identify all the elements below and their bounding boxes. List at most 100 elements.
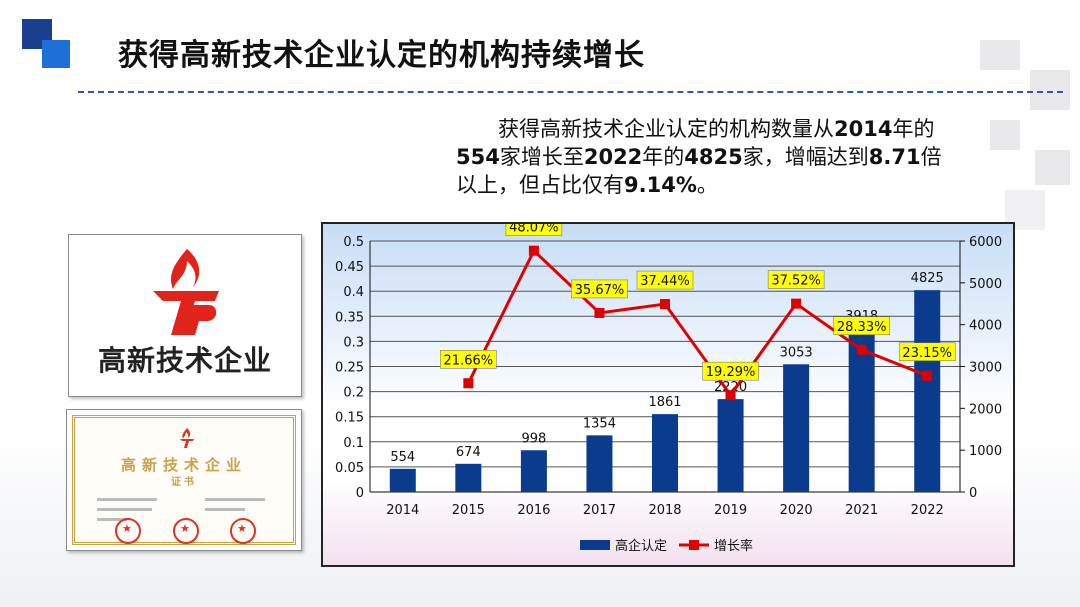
background-decoration	[950, 40, 1080, 290]
legend-bar-swatch	[580, 540, 610, 550]
right-axis-tick-label: 2000	[969, 402, 1002, 417]
growth-rate-marker	[594, 307, 605, 318]
certificate-flame-icon	[180, 428, 194, 448]
legend-line-label: 增长率	[714, 538, 753, 554]
right-axis-tick-label: 4000	[969, 319, 1002, 334]
bar-data-label: 674	[456, 445, 481, 460]
growth-data-label: 23.15%	[902, 346, 952, 361]
left-axis-tick-label: 0.35	[335, 310, 364, 325]
growth-data-label: 35.67%	[575, 283, 625, 298]
x-axis-tick-label: 2018	[648, 503, 681, 518]
certificate-title: 高新技术企业	[120, 456, 247, 474]
growth-data-label: 37.52%	[771, 274, 821, 289]
growth-label-box	[636, 270, 694, 290]
bar	[783, 364, 810, 492]
bar-data-label: 3053	[780, 345, 813, 360]
left-axis-tick-label: 0.05	[335, 461, 364, 476]
growth-label-box	[833, 316, 890, 336]
right-axis-tick-label: 3000	[969, 361, 1002, 376]
growth-rate-marker	[791, 298, 802, 309]
description-segment: 获得高新技术企业认定的机构数量从	[498, 117, 834, 141]
right-axis-tick-label: 6000	[969, 235, 1002, 250]
x-axis-tick-label: 2015	[452, 503, 485, 518]
growth-label-box	[440, 350, 497, 369]
page-title: 获得高新技术企业认定的机构持续增长	[118, 38, 645, 73]
description-segment: 2022	[583, 145, 643, 169]
growth-rate-line	[466, 248, 928, 398]
growth-rate-marker	[463, 378, 474, 389]
description-segment: 4825	[684, 145, 743, 169]
growth-label-box	[702, 361, 759, 381]
right-axis-tick-label: 0	[969, 486, 977, 501]
growth-label-box	[767, 270, 825, 289]
seal-icon	[230, 518, 256, 544]
bar-data-label: 998	[521, 431, 546, 446]
certificate-border: 高新技术企业 证书	[72, 415, 296, 545]
bar	[914, 290, 941, 492]
seal-icon	[173, 518, 199, 544]
growth-data-label: 19.29%	[706, 365, 756, 380]
bar	[520, 450, 547, 492]
growth-rate-marker	[725, 390, 736, 401]
certificate-text-line	[205, 508, 245, 511]
left-axis-tick-label: 0.1	[343, 436, 364, 451]
x-axis-tick-label: 2014	[386, 503, 419, 518]
left-axis-tick-label: 0.15	[335, 411, 364, 426]
certificate-subtitle: 证书	[171, 477, 197, 488]
deco-square-light	[42, 40, 70, 68]
corner-decoration	[0, 0, 80, 80]
left-axis-tick-label: 0.4	[343, 285, 364, 300]
growth-rate-marker	[856, 344, 867, 355]
bar	[848, 328, 875, 492]
description-segment: 9.14%	[624, 173, 697, 197]
growth-rate-marker	[922, 370, 933, 381]
certificate-text-line	[97, 508, 152, 511]
bar	[455, 463, 482, 492]
description-segment: 年的	[642, 145, 685, 169]
right-axis-tick-label: 5000	[969, 277, 1002, 292]
logo-card: 高新技术企业	[68, 234, 302, 397]
bar	[652, 414, 678, 492]
growth-rate-marker	[660, 299, 670, 310]
x-axis-tick-label: 2021	[845, 503, 878, 518]
bar-data-label: 1861	[648, 395, 681, 410]
certificate-text-line	[97, 518, 127, 521]
growth-data-label: 48.07%	[509, 224, 559, 236]
chart-panel: 0 0.05 0.1 0.15 0.2 0.25 0.3 0.35 0.4 0.45 0.5 0 100…	[321, 217, 1015, 567]
bar-data-label: 1354	[583, 416, 616, 431]
growth-label-box	[898, 342, 956, 362]
bar-data-label: 554	[390, 450, 415, 465]
description-segment: 8.71	[868, 145, 921, 169]
x-axis-tick-label: 2022	[911, 503, 944, 518]
bar	[586, 435, 613, 492]
logo-label: 高新技术企业	[97, 344, 272, 377]
growth-rate-marker	[528, 245, 539, 256]
x-axis-tick-label: 2020	[780, 503, 813, 518]
right-axis-tick-label: 1000	[969, 444, 1002, 459]
description-segment: 年的	[892, 117, 935, 141]
description-segment: 倍以上，但占比仅有	[456, 145, 942, 197]
certificate-card: 高新技术企业 证书	[66, 409, 302, 551]
description-segment: 家，增幅达到	[742, 145, 869, 169]
left-axis-tick-label: 0.5	[343, 235, 364, 250]
growth-data-label: 21.66%	[444, 353, 494, 368]
bar	[717, 399, 744, 492]
flame-logo-icon	[153, 249, 219, 335]
legend-bar-label: 高企认定	[615, 538, 667, 554]
x-axis-tick-label: 2016	[517, 503, 550, 518]
title-divider	[78, 91, 1063, 93]
description-segment: 家增长至	[499, 145, 584, 169]
x-axis-tick-label: 2017	[583, 503, 616, 518]
description-segment: 554	[456, 145, 500, 169]
certificate-text-line	[205, 498, 265, 501]
seal-icon	[115, 518, 141, 544]
description-segment: 2014	[834, 117, 893, 141]
left-axis-tick-label: 0.3	[343, 335, 364, 350]
combo-chart: 0 0.05 0.1 0.15 0.2 0.25 0.3 0.35 0.4 0.45 0.5 0 100…	[335, 217, 1002, 554]
left-axis-tick-label: 0.45	[335, 260, 364, 275]
left-axis-tick-label: 0.2	[343, 386, 364, 401]
bar	[389, 468, 416, 492]
bar-data-label: 4825	[911, 271, 944, 286]
legend-line-marker	[689, 540, 699, 550]
x-axis-tick-label: 2019	[714, 503, 747, 518]
